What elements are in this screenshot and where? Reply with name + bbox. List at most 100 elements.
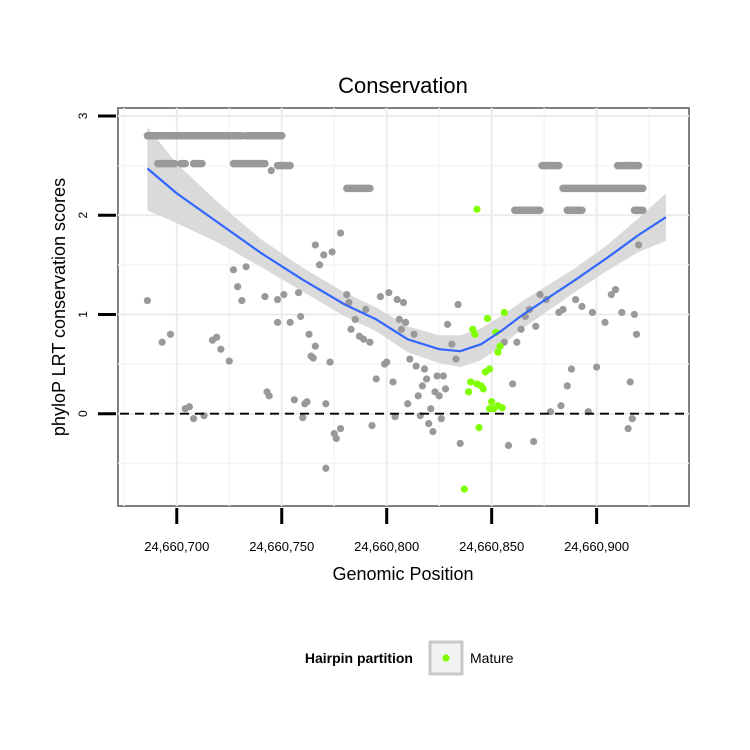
point-other	[630, 310, 639, 319]
point-other	[618, 308, 626, 317]
point-bands	[143, 132, 647, 214]
smooth-curve	[146, 167, 667, 353]
point-other	[389, 378, 397, 386]
point-other	[225, 357, 233, 365]
point-other	[425, 420, 433, 428]
x-tick-label: 24,660,750	[249, 539, 314, 554]
chart-title: Conservation	[338, 73, 468, 98]
point-other	[273, 318, 282, 326]
point-other	[559, 305, 567, 314]
point-other	[422, 375, 431, 383]
x-tick-label: 24,660,900	[564, 539, 629, 554]
point-other	[290, 396, 298, 404]
point-other	[332, 434, 340, 443]
point-other	[336, 424, 345, 433]
point-other	[280, 290, 288, 299]
point-other	[229, 266, 238, 274]
point-other	[567, 365, 576, 373]
point-other	[509, 380, 517, 388]
point-other	[185, 403, 193, 411]
point-other	[626, 378, 634, 386]
point-other	[399, 298, 408, 307]
point-other	[309, 354, 317, 362]
point-other	[427, 405, 435, 413]
point-other	[320, 251, 328, 259]
point-other	[158, 338, 166, 346]
legend-title: Hairpin partition	[305, 650, 413, 666]
point-other	[311, 342, 319, 350]
point-mature	[471, 330, 479, 338]
point-other	[345, 298, 353, 307]
point-other	[265, 392, 273, 400]
point-other	[217, 345, 225, 353]
point-mature	[467, 378, 475, 386]
y-tick-label: 3	[76, 112, 90, 119]
point-mature	[464, 388, 473, 396]
point-other	[435, 392, 443, 400]
point-mature	[483, 314, 492, 323]
point-other	[166, 330, 175, 338]
point-other	[624, 424, 632, 433]
point-other	[410, 330, 418, 338]
point-other	[347, 325, 355, 333]
point-other	[563, 382, 571, 390]
point-other	[443, 320, 452, 328]
point-mature	[496, 342, 504, 350]
point-other	[315, 261, 324, 269]
point-other	[530, 437, 538, 446]
legend-key-mature-dot	[442, 654, 450, 662]
point-other	[401, 318, 410, 326]
point-other	[143, 296, 151, 305]
point-other	[406, 355, 414, 363]
point-other	[439, 372, 447, 380]
y-axis-label: phyloP LRT conservation scores	[49, 178, 69, 436]
point-other	[311, 241, 319, 249]
point-other	[189, 415, 198, 423]
point-other	[326, 358, 334, 366]
point-other	[267, 166, 275, 175]
point-other	[433, 372, 441, 380]
point-other	[294, 289, 303, 297]
point-other	[322, 400, 330, 408]
axes: 24,660,700 24,660,750 24,660,800 24,660,850…	[76, 112, 629, 554]
point-other	[328, 248, 336, 256]
point-other	[303, 398, 311, 406]
point-other	[343, 290, 351, 299]
point-other	[336, 229, 345, 237]
smooth-line	[146, 167, 667, 353]
point-other	[360, 335, 368, 343]
point-other	[441, 385, 450, 393]
point-other	[242, 263, 250, 271]
point-other	[513, 338, 521, 346]
point-other	[452, 355, 460, 363]
point-other	[213, 333, 221, 341]
point-other	[632, 330, 641, 338]
point-other	[611, 286, 620, 294]
point-other	[366, 338, 374, 346]
point-other	[395, 315, 403, 324]
point-other	[297, 312, 305, 321]
point-other	[376, 292, 385, 301]
x-axis-label: Genomic Position	[332, 564, 473, 584]
point-other	[454, 300, 462, 309]
point-other	[261, 292, 269, 301]
point-other	[532, 322, 540, 330]
point-other	[397, 325, 406, 333]
point-other	[572, 295, 580, 304]
point-other	[305, 330, 313, 338]
point-other	[362, 305, 370, 314]
point-other	[351, 315, 359, 324]
point-mature	[500, 308, 508, 317]
point-other	[628, 415, 636, 423]
legend-label-mature: Mature	[470, 650, 514, 666]
point-other	[414, 392, 422, 400]
point-other	[383, 358, 391, 366]
point-other	[238, 296, 246, 305]
point-other	[412, 362, 420, 370]
point-other	[448, 340, 456, 348]
point-other	[456, 439, 464, 448]
x-tick-label: 24,660,800	[354, 539, 419, 554]
points-mature	[460, 205, 508, 493]
point-other	[368, 422, 376, 430]
point-other	[322, 464, 330, 472]
